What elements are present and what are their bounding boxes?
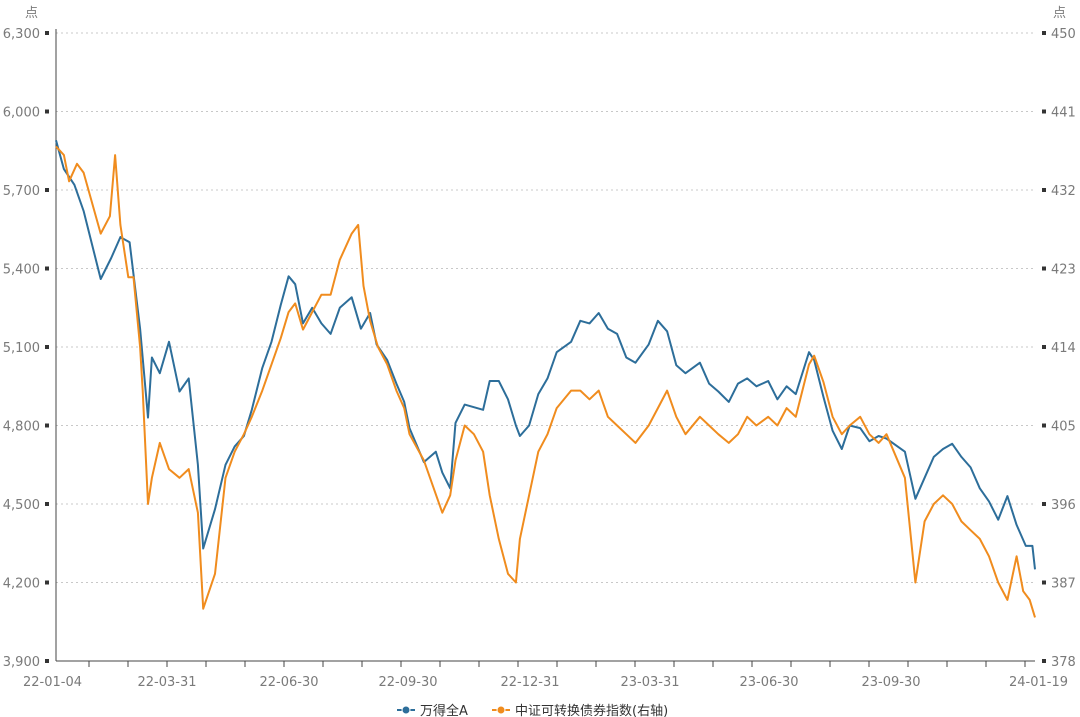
left-tick-label: 4,200 xyxy=(3,577,40,592)
gridlines xyxy=(56,32,1035,583)
legend-label-series-2: 中证可转换债券指数(右轴) xyxy=(515,703,668,717)
right-tick-label: 378 xyxy=(1051,655,1076,670)
right-tick-marker xyxy=(1042,502,1046,506)
right-tick-label: 432 xyxy=(1051,184,1076,199)
left-tick-marker xyxy=(45,659,49,663)
x-tick-label: 23-06-30 xyxy=(739,675,798,690)
x-tick-label: 22-03-31 xyxy=(137,675,196,690)
legend-marker-series-2 xyxy=(496,705,506,715)
left-axis-unit: 点 xyxy=(25,6,38,21)
right-tick-marker xyxy=(1042,580,1046,585)
left-tick-marker xyxy=(45,31,49,35)
legend-item-series-2[interactable]: 中证可转换债券指数(右轴) xyxy=(492,703,668,717)
left-tick-label: 6,300 xyxy=(3,27,40,42)
x-tick-label: 22-01-04 xyxy=(23,675,82,690)
right-tick-label: 441 xyxy=(1051,106,1076,121)
x-tick-label: 22-12-31 xyxy=(500,675,559,690)
series-line-2 xyxy=(55,145,1036,618)
left-tick-marker xyxy=(45,423,49,428)
left-tick-label: 5,700 xyxy=(3,184,40,199)
legend-label-series-1: 万得全A xyxy=(420,703,468,717)
axes: 3,900 4,200 4,500 4,800 5,100 5,400 5,700 6,000… xyxy=(3,27,1076,690)
series-line-1 xyxy=(55,140,1036,570)
right-axis-unit: 点 xyxy=(1053,6,1066,21)
right-tick-label: 405 xyxy=(1051,420,1076,435)
series-lines xyxy=(55,140,1036,618)
left-tick-marker xyxy=(45,109,49,114)
left-tick-marker xyxy=(45,345,49,349)
right-tick-marker xyxy=(1042,266,1046,271)
left-tick-label: 4,800 xyxy=(3,420,40,435)
left-tick-label: 4,500 xyxy=(3,498,40,513)
left-tick-label: 6,000 xyxy=(3,106,40,121)
right-tick-label: 396 xyxy=(1051,498,1076,513)
right-tick-marker xyxy=(1042,31,1046,35)
left-tick-label: 5,100 xyxy=(3,341,40,356)
x-tick-label: 22-09-30 xyxy=(378,675,437,690)
right-tick-label: 423 xyxy=(1051,263,1076,278)
x-tick-label: 22-06-30 xyxy=(259,675,318,690)
left-tick-label: 5,400 xyxy=(3,263,40,278)
right-tick-marker xyxy=(1042,659,1046,663)
left-tick-marker xyxy=(45,502,49,506)
left-tick-label: 3,900 xyxy=(3,655,40,670)
legend-marker-series-1 xyxy=(401,705,411,715)
legend: 万得全A 中证可转换债券指数(右轴) xyxy=(397,703,668,717)
x-tick-label: 23-03-31 xyxy=(620,675,679,690)
x-tick-label: 24-01-19 xyxy=(1009,675,1068,690)
right-tick-label: 450 xyxy=(1051,27,1076,42)
left-tick-marker xyxy=(45,580,49,585)
right-tick-marker xyxy=(1042,188,1046,192)
right-tick-marker xyxy=(1042,109,1046,114)
right-tick-label: 387 xyxy=(1051,577,1076,592)
left-tick-marker xyxy=(45,188,49,192)
right-tick-marker xyxy=(1042,423,1046,428)
x-tick-label: 23-09-30 xyxy=(861,675,920,690)
legend-item-series-1[interactable]: 万得全A xyxy=(397,703,468,717)
right-tick-marker xyxy=(1042,345,1046,349)
left-tick-marker xyxy=(45,266,49,271)
right-tick-label: 414 xyxy=(1051,341,1076,356)
